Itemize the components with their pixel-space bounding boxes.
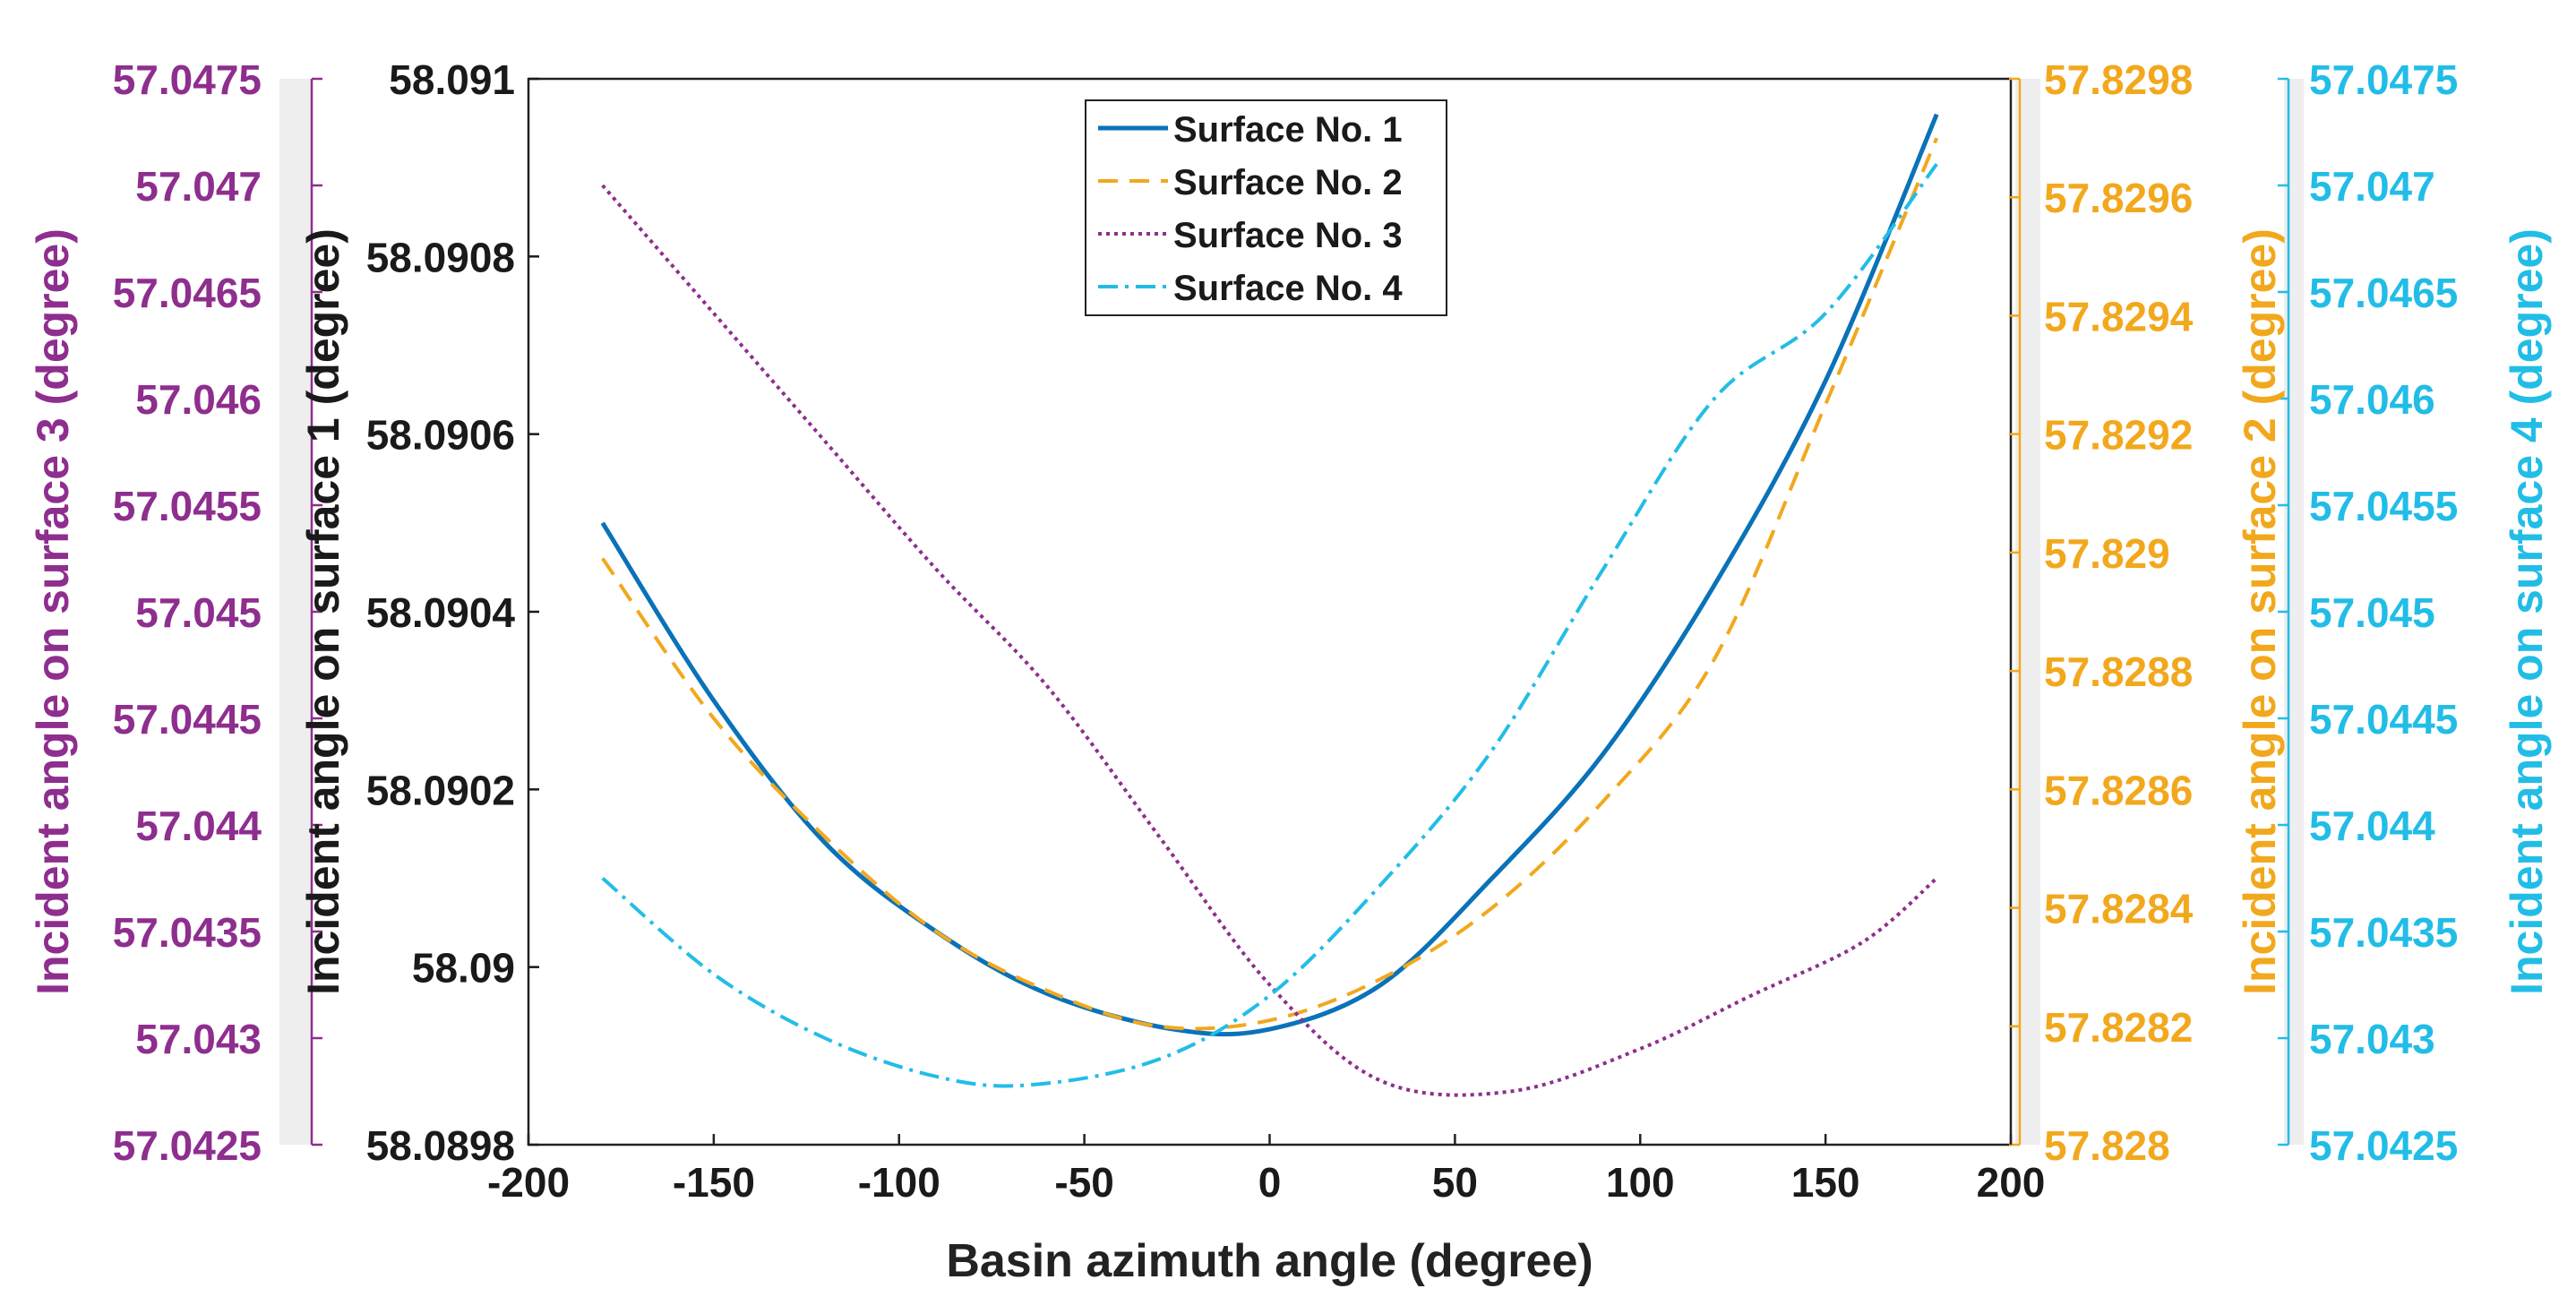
y-tick-label-ax3: 57.043 bbox=[135, 1016, 262, 1062]
y-tick-label-ax1: 58.0902 bbox=[366, 767, 515, 813]
legend-item-surface-1: Surface No. 1 bbox=[1098, 110, 1403, 150]
x-tick-label: 200 bbox=[1977, 1159, 2046, 1206]
y-tick-label-ax4: 57.0465 bbox=[2309, 270, 2458, 316]
series-line-surface-1 bbox=[600, 113, 1939, 1037]
series-line-surface-4 bbox=[601, 163, 1938, 1088]
legend-item-surface-2: Surface No. 2 bbox=[1098, 163, 1403, 202]
y-tick-label-ax3: 57.044 bbox=[135, 803, 262, 849]
y-tick-label-ax4: 57.0475 bbox=[2309, 56, 2458, 103]
legend-label: Surface No. 4 bbox=[1173, 269, 1403, 308]
y-tick-label-ax3: 57.0435 bbox=[113, 909, 262, 956]
y-tick-label-ax3: 57.0475 bbox=[113, 56, 262, 103]
x-tick-label: 100 bbox=[1606, 1159, 1675, 1206]
axis-labels: Basin azimuth angle (degree) Incident an… bbox=[28, 228, 2552, 1287]
y-axis-label-surface-4: Incident angle on surface 4 (degree) bbox=[2502, 228, 2552, 995]
legend-box bbox=[1085, 99, 1447, 316]
x-tick-label: -150 bbox=[673, 1159, 755, 1206]
y-tick-label-ax2: 57.8298 bbox=[2044, 56, 2193, 103]
x-axis-label: Basin azimuth angle (degree) bbox=[946, 1235, 1593, 1287]
y-tick-label-ax1: 58.091 bbox=[389, 56, 515, 103]
y-tick-label-ax1: 58.0898 bbox=[366, 1122, 515, 1169]
y-tick-label-ax1: 58.0904 bbox=[366, 589, 516, 636]
legend-label: Surface No. 2 bbox=[1173, 163, 1403, 202]
y-tick-label-ax1: 58.0906 bbox=[366, 412, 515, 459]
legend: Surface No. 1 Surface No. 2 Surface No. 3 S… bbox=[1085, 99, 1447, 316]
y-tick-label-ax2: 57.8286 bbox=[2044, 767, 2193, 813]
series-line-surface-2 bbox=[601, 137, 1939, 1031]
legend-item-surface-3: Surface No. 3 bbox=[1098, 216, 1403, 255]
y-tick-label-ax2: 57.829 bbox=[2044, 530, 2170, 577]
legend-label: Surface No. 1 bbox=[1173, 110, 1403, 150]
y-tick-label-ax4: 57.045 bbox=[2309, 589, 2435, 636]
series-layer bbox=[600, 113, 1939, 1097]
y-axis-label-surface-2: Incident angle on surface 2 (degree) bbox=[2235, 228, 2285, 995]
x-tick-label: -200 bbox=[487, 1159, 570, 1206]
y-tick-label-ax4: 57.0425 bbox=[2309, 1122, 2458, 1169]
y-tick-label-ax2: 57.8282 bbox=[2044, 1004, 2193, 1051]
y-axis-bar-ax3 bbox=[279, 79, 312, 1145]
y-axis-label-surface-3: Incident angle on surface 3 (degree) bbox=[28, 228, 78, 995]
y-tick-label-ax3: 57.0455 bbox=[113, 483, 262, 529]
y-tick-label-ax3: 57.0445 bbox=[113, 696, 262, 743]
y-tick-label-ax4: 57.0455 bbox=[2309, 483, 2458, 529]
x-tick-label: -100 bbox=[858, 1159, 940, 1206]
y-tick-label-ax4: 57.0435 bbox=[2309, 909, 2458, 956]
y-tick-label-ax1: 58.0908 bbox=[366, 234, 515, 280]
tick-labels: 58.0898 58.09 58.0902 58.0904 58.0906 58.0908… bbox=[113, 56, 2459, 1206]
y-tick-label-ax3: 57.045 bbox=[135, 589, 262, 636]
y-tick-label-ax3: 57.047 bbox=[135, 163, 262, 210]
legend-label: Surface No. 3 bbox=[1173, 216, 1403, 255]
y-tick-label-ax4: 57.046 bbox=[2309, 376, 2435, 423]
x-tick-label: 50 bbox=[1432, 1159, 1478, 1206]
y-tick-label-ax2: 57.8284 bbox=[2044, 886, 2194, 932]
series-line-surface-3 bbox=[601, 184, 1938, 1097]
y-tick-label-ax3: 57.046 bbox=[135, 376, 262, 423]
y-tick-label-ax4: 57.044 bbox=[2309, 803, 2435, 849]
y-tick-label-ax2: 57.8296 bbox=[2044, 175, 2193, 221]
y-tick-label-ax1: 58.09 bbox=[412, 945, 515, 992]
y-axis-label-surface-1: Incident angle on surface 1 (degree) bbox=[298, 228, 348, 995]
y-tick-label-ax3: 57.0425 bbox=[113, 1122, 262, 1169]
y-tick-label-ax4: 57.047 bbox=[2309, 163, 2435, 210]
y-tick-label-ax2: 57.8288 bbox=[2044, 648, 2193, 695]
legend-item-surface-4: Surface No. 4 bbox=[1098, 269, 1403, 308]
y-tick-label-ax4: 57.0445 bbox=[2309, 696, 2458, 743]
y-tick-label-ax2: 57.8294 bbox=[2044, 293, 2194, 339]
x-tick-label: 0 bbox=[1258, 1159, 1282, 1206]
x-tick-label: 150 bbox=[1791, 1159, 1860, 1206]
y-tick-label-ax2: 57.828 bbox=[2044, 1122, 2170, 1169]
y-tick-label-ax3: 57.0465 bbox=[113, 270, 262, 316]
y-tick-label-ax2: 57.8292 bbox=[2044, 412, 2193, 459]
x-tick-label: -50 bbox=[1054, 1159, 1113, 1206]
y-tick-label-ax4: 57.043 bbox=[2309, 1016, 2435, 1062]
